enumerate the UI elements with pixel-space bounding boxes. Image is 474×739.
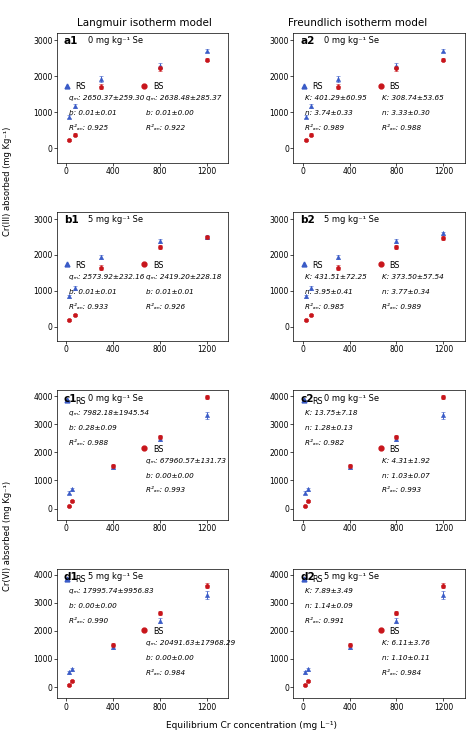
- Text: 5 mg kg⁻¹ Se: 5 mg kg⁻¹ Se: [88, 215, 143, 224]
- Text: 5 mg kg⁻¹ Se: 5 mg kg⁻¹ Se: [88, 572, 143, 581]
- Text: b: 0.28±0.09: b: 0.28±0.09: [69, 425, 117, 431]
- Text: R²ₐₙ: 0.991: R²ₐₙ: 0.991: [305, 618, 344, 624]
- Text: a2: a2: [300, 36, 314, 47]
- Text: R²ₐₙ: 0.926: R²ₐₙ: 0.926: [146, 304, 185, 310]
- Text: BS: BS: [153, 261, 164, 270]
- Text: Equilibrium Cr concentration (mg L⁻¹): Equilibrium Cr concentration (mg L⁻¹): [166, 721, 337, 730]
- Text: RS: RS: [76, 261, 86, 270]
- Text: K: 401.29±60.95: K: 401.29±60.95: [305, 95, 367, 101]
- Text: BS: BS: [389, 445, 400, 454]
- Text: qₘ: 2650.37±259.30: qₘ: 2650.37±259.30: [69, 95, 144, 101]
- Text: R²ₐₙ: 0.988: R²ₐₙ: 0.988: [383, 125, 421, 131]
- Text: BS: BS: [389, 83, 400, 92]
- Text: R²ₐₙ: 0.990: R²ₐₙ: 0.990: [69, 618, 108, 624]
- Text: c1: c1: [64, 394, 77, 403]
- Text: R²ₐₙ: 0.984: R²ₐₙ: 0.984: [146, 670, 185, 676]
- Text: RS: RS: [312, 576, 323, 585]
- Text: 0 mg kg⁻¹ Se: 0 mg kg⁻¹ Se: [88, 36, 143, 46]
- Text: R²ₐₙ: 0.988: R²ₐₙ: 0.988: [69, 440, 108, 446]
- Text: RS: RS: [312, 83, 323, 92]
- Text: d2: d2: [300, 572, 315, 582]
- Text: n: 3.77±0.34: n: 3.77±0.34: [383, 289, 430, 295]
- Text: K: 431.51±72.25: K: 431.51±72.25: [305, 274, 367, 280]
- Text: RS: RS: [312, 397, 323, 406]
- Text: BS: BS: [389, 261, 400, 270]
- Text: BS: BS: [153, 445, 164, 454]
- Text: qₘ: 67960.57±131.73: qₘ: 67960.57±131.73: [146, 457, 226, 463]
- Text: K: 4.31±1.92: K: 4.31±1.92: [383, 457, 430, 463]
- Text: qₘ: 2638.48±285.37: qₘ: 2638.48±285.37: [146, 95, 221, 101]
- Text: n: 1.10±0.11: n: 1.10±0.11: [383, 655, 430, 661]
- Text: R²ₐₙ: 0.985: R²ₐₙ: 0.985: [305, 304, 344, 310]
- Text: qₘ: 7982.18±1945.54: qₘ: 7982.18±1945.54: [69, 410, 149, 416]
- Text: RS: RS: [76, 83, 86, 92]
- Text: b: 0.00±0.00: b: 0.00±0.00: [146, 655, 194, 661]
- Text: BS: BS: [389, 627, 400, 636]
- Text: BS: BS: [153, 83, 164, 92]
- Text: RS: RS: [76, 576, 86, 585]
- Text: BS: BS: [153, 627, 164, 636]
- Text: c2: c2: [300, 394, 314, 403]
- Text: b: 0.00±0.00: b: 0.00±0.00: [146, 472, 194, 479]
- Text: K: 13.75±7.18: K: 13.75±7.18: [305, 410, 358, 416]
- Text: K: 308.74±53.65: K: 308.74±53.65: [383, 95, 444, 101]
- Text: RS: RS: [312, 261, 323, 270]
- Text: n: 3.33±0.30: n: 3.33±0.30: [383, 110, 430, 116]
- Text: b: 0.01±0.01: b: 0.01±0.01: [69, 289, 117, 295]
- Text: b: 0.01±0.01: b: 0.01±0.01: [69, 110, 117, 116]
- Text: n: 1.03±0.07: n: 1.03±0.07: [383, 472, 430, 479]
- Text: R²ₐₙ: 0.925: R²ₐₙ: 0.925: [69, 125, 108, 131]
- Text: n: 3.74±0.33: n: 3.74±0.33: [305, 110, 353, 116]
- Text: n: 1.28±0.13: n: 1.28±0.13: [305, 425, 353, 431]
- Text: 0 mg kg⁻¹ Se: 0 mg kg⁻¹ Se: [88, 394, 143, 403]
- Text: K: 7.89±3.49: K: 7.89±3.49: [305, 588, 353, 594]
- Text: qₘ: 2419.20±228.18: qₘ: 2419.20±228.18: [146, 274, 221, 280]
- Text: R²ₐₙ: 0.984: R²ₐₙ: 0.984: [383, 670, 421, 676]
- Text: R²ₐₙ: 0.982: R²ₐₙ: 0.982: [305, 440, 344, 446]
- Text: n: 1.14±0.09: n: 1.14±0.09: [305, 603, 353, 609]
- Text: R²ₐₙ: 0.993: R²ₐₙ: 0.993: [146, 488, 185, 494]
- Text: R²ₐₙ: 0.922: R²ₐₙ: 0.922: [146, 125, 185, 131]
- Text: b: 0.01±0.01: b: 0.01±0.01: [146, 289, 194, 295]
- Text: b: 0.00±0.00: b: 0.00±0.00: [69, 603, 117, 609]
- Text: R²ₐₙ: 0.989: R²ₐₙ: 0.989: [305, 125, 344, 131]
- Text: qₘ: 17995.74±9956.83: qₘ: 17995.74±9956.83: [69, 588, 154, 594]
- Text: d1: d1: [64, 572, 79, 582]
- Text: b: 0.01±0.00: b: 0.01±0.00: [146, 110, 194, 116]
- Text: 0 mg kg⁻¹ Se: 0 mg kg⁻¹ Se: [324, 36, 379, 46]
- Text: R²ₐₙ: 0.933: R²ₐₙ: 0.933: [69, 304, 108, 310]
- Text: RS: RS: [76, 397, 86, 406]
- Text: a1: a1: [64, 36, 78, 47]
- Text: 0 mg kg⁻¹ Se: 0 mg kg⁻¹ Se: [324, 394, 379, 403]
- Text: Freundlich isotherm model: Freundlich isotherm model: [288, 18, 428, 29]
- Text: Langmuir isotherm model: Langmuir isotherm model: [77, 18, 212, 29]
- Text: Cr(III) absorbed (mg Kg⁻¹): Cr(III) absorbed (mg Kg⁻¹): [3, 126, 11, 236]
- Text: b1: b1: [64, 215, 79, 225]
- Text: 5 mg kg⁻¹ Se: 5 mg kg⁻¹ Se: [324, 572, 379, 581]
- Text: Cr(VI) absorbed (mg Kg⁻¹): Cr(VI) absorbed (mg Kg⁻¹): [3, 480, 11, 591]
- Text: n: 3.95±0.41: n: 3.95±0.41: [305, 289, 353, 295]
- Text: b2: b2: [300, 215, 315, 225]
- Text: K: 6.11±3.76: K: 6.11±3.76: [383, 640, 430, 646]
- Text: K: 373.50±57.54: K: 373.50±57.54: [383, 274, 444, 280]
- Text: qₘ: 2573.92±232.16: qₘ: 2573.92±232.16: [69, 274, 144, 280]
- Text: R²ₐₙ: 0.989: R²ₐₙ: 0.989: [383, 304, 421, 310]
- Text: R²ₐₙ: 0.993: R²ₐₙ: 0.993: [383, 488, 421, 494]
- Text: 5 mg kg⁻¹ Se: 5 mg kg⁻¹ Se: [324, 215, 379, 224]
- Text: qₘ: 20491.63±17968.29: qₘ: 20491.63±17968.29: [146, 640, 235, 646]
